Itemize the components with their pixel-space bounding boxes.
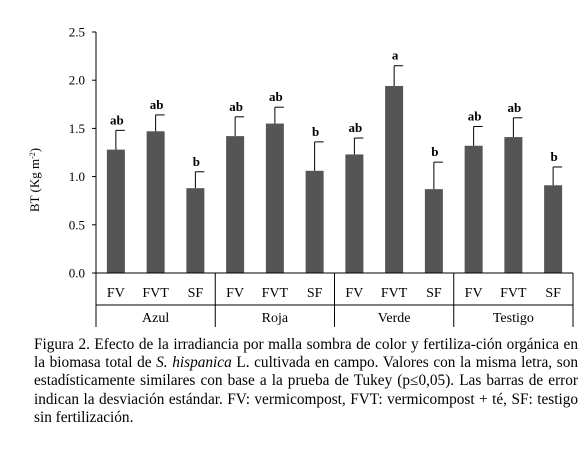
bar-roja-fvt (265, 123, 284, 273)
y-axis-title-exponent: -2 (28, 152, 37, 159)
x-group-label: Azul (142, 311, 169, 326)
significance-letter: ab (229, 99, 243, 114)
x-category-label: SF (545, 286, 561, 301)
y-tick-label: 1.5 (69, 121, 85, 136)
bar-azul-fv (106, 149, 125, 273)
significance-letter: ab (269, 89, 283, 104)
x-category-label: FV (345, 286, 363, 301)
bar-roja-sf (305, 170, 324, 273)
bar-verde-fvt (385, 85, 404, 273)
x-category-label: FV (465, 286, 483, 301)
y-axis-title-close: ) (27, 148, 42, 152)
bar-roja-fv (226, 136, 245, 273)
y-tick-label: 0.5 (69, 217, 85, 232)
x-category-label: FV (107, 286, 125, 301)
y-tick-label: 0.0 (69, 266, 85, 281)
x-category-label: FV (226, 286, 244, 301)
axis-labels-layer: 0.0 0.5 1.0 1.5 2.0 2.5 FV FVT SF Azul FV FVT SF Roja… (69, 25, 561, 327)
x-category-label: FVT (381, 286, 408, 301)
x-category-label: SF (426, 286, 442, 301)
x-category-label: FVT (500, 286, 527, 301)
significance-letter: a (392, 48, 399, 63)
significance-letter: b (193, 154, 200, 169)
x-group-label: Roja (262, 311, 289, 326)
y-axis-title-main: BT (Kg m (27, 159, 42, 212)
bar-verde-fv (345, 154, 364, 273)
bar-testigo-fv (464, 145, 483, 273)
bar-azul-fvt (146, 131, 165, 273)
bar-testigo-fvt (504, 137, 523, 273)
y-axis-title: BT (Kg m-2) (27, 148, 42, 212)
y-tick-label: 2.0 (69, 73, 85, 88)
significance-letter: ab (110, 112, 124, 127)
significance-letter: b (431, 144, 438, 159)
significance-letter: ab (468, 108, 482, 123)
x-category-label: SF (307, 286, 323, 301)
x-category-label: SF (188, 286, 204, 301)
caption-text-1: Figura 2. Efecto de la irradiancia por m… (34, 336, 578, 372)
significance-letter: ab (150, 97, 164, 112)
bar-testigo-sf (544, 185, 563, 273)
axes-layer (92, 31, 574, 327)
caption-text-2: L. cultivada en campo. Valores con la mi… (34, 354, 578, 426)
bar-azul-sf (186, 188, 205, 273)
significance-letter: ab (349, 120, 363, 135)
x-category-label: FVT (262, 286, 289, 301)
bar-verde-sf (424, 189, 443, 273)
x-category-label: FVT (142, 286, 169, 301)
caption-species: S. hispanica (156, 354, 232, 372)
figure-caption: Figura 2. Efecto de la irradiancia por m… (34, 336, 578, 427)
y-tick-label: 1.0 (69, 169, 85, 184)
x-group-label: Verde (378, 311, 411, 326)
significance-letter: ab (508, 100, 522, 115)
error-bars-layer (115, 65, 563, 190)
x-group-label: Testigo (493, 311, 534, 326)
y-tick-label: 2.5 (69, 25, 85, 40)
significance-letter: b (551, 149, 558, 164)
bars-layer (106, 85, 563, 273)
significance-letter: b (312, 124, 319, 139)
